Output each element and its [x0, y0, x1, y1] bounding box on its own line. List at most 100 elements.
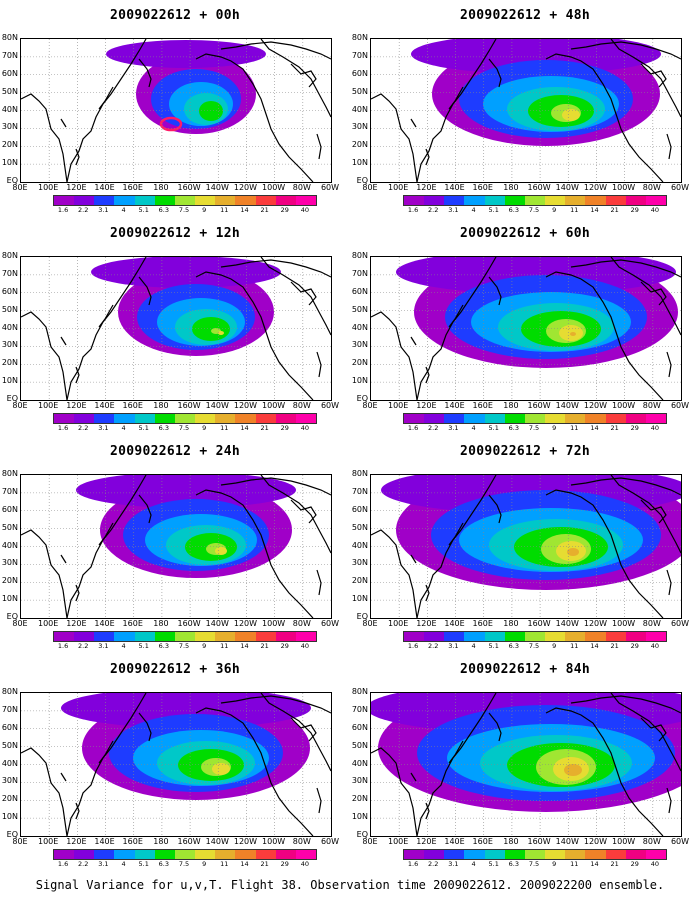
colorbar-labels: 1.6 2.2 3.1 4 5.1 6.3 7.5 9 11 14 21 29 40 [403, 860, 665, 869]
coastline [220, 477, 331, 496]
coastline [410, 336, 417, 346]
coastline [260, 39, 331, 118]
coastline [75, 366, 80, 384]
longitude-label: 140W [555, 837, 579, 846]
longitude-label: 100W [262, 183, 286, 192]
longitude-label: 160W [177, 619, 201, 628]
latitude-label: EQ [6, 176, 18, 185]
colorbar-swatch [464, 196, 485, 205]
colorbar-swatch [424, 414, 445, 423]
colorbar-tick-label: 2.2 [428, 424, 439, 432]
colorbar-swatch [645, 632, 667, 641]
colorbar-tick-label: 9 [202, 424, 207, 432]
colorbar-swatch [625, 414, 646, 423]
colorbar-swatch [444, 414, 465, 423]
coastline [290, 281, 317, 306]
latitude-label: 60N [1, 68, 18, 78]
colorbar-swatch [524, 414, 546, 423]
longitude-label: 120W [233, 837, 258, 846]
colorbar-labels: 1.6 2.2 3.1 4 5.1 6.3 7.5 9 11 14 21 29 40 [403, 206, 665, 215]
colorbar-swatch [464, 414, 485, 423]
longitude-label: 160E [122, 619, 143, 628]
coastline [448, 740, 464, 764]
longitude-label: 160E [472, 837, 493, 846]
coastline [316, 133, 322, 160]
latitude-label: 30N [1, 558, 18, 568]
colorbar-swatch [235, 414, 256, 423]
colorbar-tick-label: 2.2 [428, 860, 439, 868]
latitude-label: 60N [351, 722, 368, 732]
longitude-label: 160E [122, 837, 143, 846]
longitude-label: 160W [527, 619, 551, 628]
coastline [21, 311, 68, 400]
colorbar-swatch [404, 632, 425, 641]
coastline [545, 489, 664, 618]
colorbar-tick-label: 1.6 [407, 424, 419, 432]
colorbar-swatch [174, 632, 196, 641]
longitude-label: 100E [38, 183, 59, 192]
longitude-label: 80E [12, 837, 28, 846]
longitude-label: 60W [320, 619, 340, 628]
latitude-label: 80N [1, 469, 18, 478]
colorbar-swatch [524, 632, 546, 641]
colorbar-tick-label: 2.2 [78, 642, 89, 650]
colorbar-swatch [275, 196, 296, 205]
latitude-label: 50N [351, 86, 368, 96]
coastline [220, 41, 331, 60]
longitude-label: 140E [94, 619, 115, 628]
coastline [666, 787, 672, 814]
colorbar-tick-label: 14 [590, 860, 599, 868]
colorbar-swatch [524, 850, 546, 859]
colorbar-tick-label: 29 [630, 424, 639, 432]
colorbar-swatch [585, 196, 606, 205]
longitude-label: 80E [12, 619, 28, 628]
longitude-label: 120W [233, 619, 258, 628]
coastline [488, 494, 502, 524]
colorbar-tick-label: 4 [471, 424, 476, 432]
latitude-label: 20N [351, 140, 368, 150]
colorbar-tick-label: 40 [300, 424, 310, 432]
colorbar-tick-label: 5.1 [488, 860, 499, 868]
longitude-label: 140W [555, 619, 579, 628]
coastline [316, 351, 322, 378]
colorbar-tick-label: 6.3 [158, 642, 170, 650]
colorbar-swatch [295, 632, 317, 641]
colorbar-swatch [404, 414, 425, 423]
colorbar-swatch [195, 850, 216, 859]
longitude-label: 100W [612, 183, 636, 192]
latitude-label: 10N [351, 812, 368, 822]
latitude-label: 30N [351, 776, 368, 786]
variance-field [371, 475, 681, 618]
coastline [448, 86, 464, 110]
colorbar-tick-label: 14 [590, 424, 599, 432]
latitude-label: 10N [351, 594, 368, 604]
colorbar-tick-label: 1.6 [57, 860, 69, 868]
colorbar [53, 631, 317, 642]
coastline [60, 118, 67, 128]
longitude-label: 120W [583, 619, 608, 628]
latitude-label: 10N [1, 812, 18, 822]
colorbar-swatch [484, 414, 505, 423]
longitude-label: 100E [38, 401, 59, 410]
colorbar-tick-label: 21 [260, 206, 269, 214]
longitude-label: 140W [205, 183, 229, 192]
colorbar-tick-label: 2.2 [78, 860, 89, 868]
latitude-label: 60N [351, 286, 368, 296]
colorbar-swatch [295, 196, 317, 205]
coastline [545, 707, 664, 836]
colorbar-tick-label: 6.3 [508, 206, 520, 214]
coastline [290, 63, 317, 88]
colorbar-swatch [444, 632, 465, 641]
colorbar-tick-label: 29 [280, 642, 289, 650]
map-panel: 2009022612 + 60h 80N 70N 60N 50N 40N 30N 20N 10N… [350, 218, 700, 436]
colorbar-tick-label: 2.2 [78, 206, 89, 214]
variance-field [371, 39, 681, 182]
colorbar-swatch [174, 850, 196, 859]
colorbar-tick-label: 3.1 [98, 424, 109, 432]
colorbar-tick-label: 1.6 [57, 424, 69, 432]
latitude-label: 60N [1, 286, 18, 296]
panel-title: 2009022612 + 24h [109, 444, 241, 459]
colorbar-tick-label: 40 [300, 860, 310, 868]
latitude-label: 10N [351, 158, 368, 168]
variance-field [371, 257, 681, 400]
